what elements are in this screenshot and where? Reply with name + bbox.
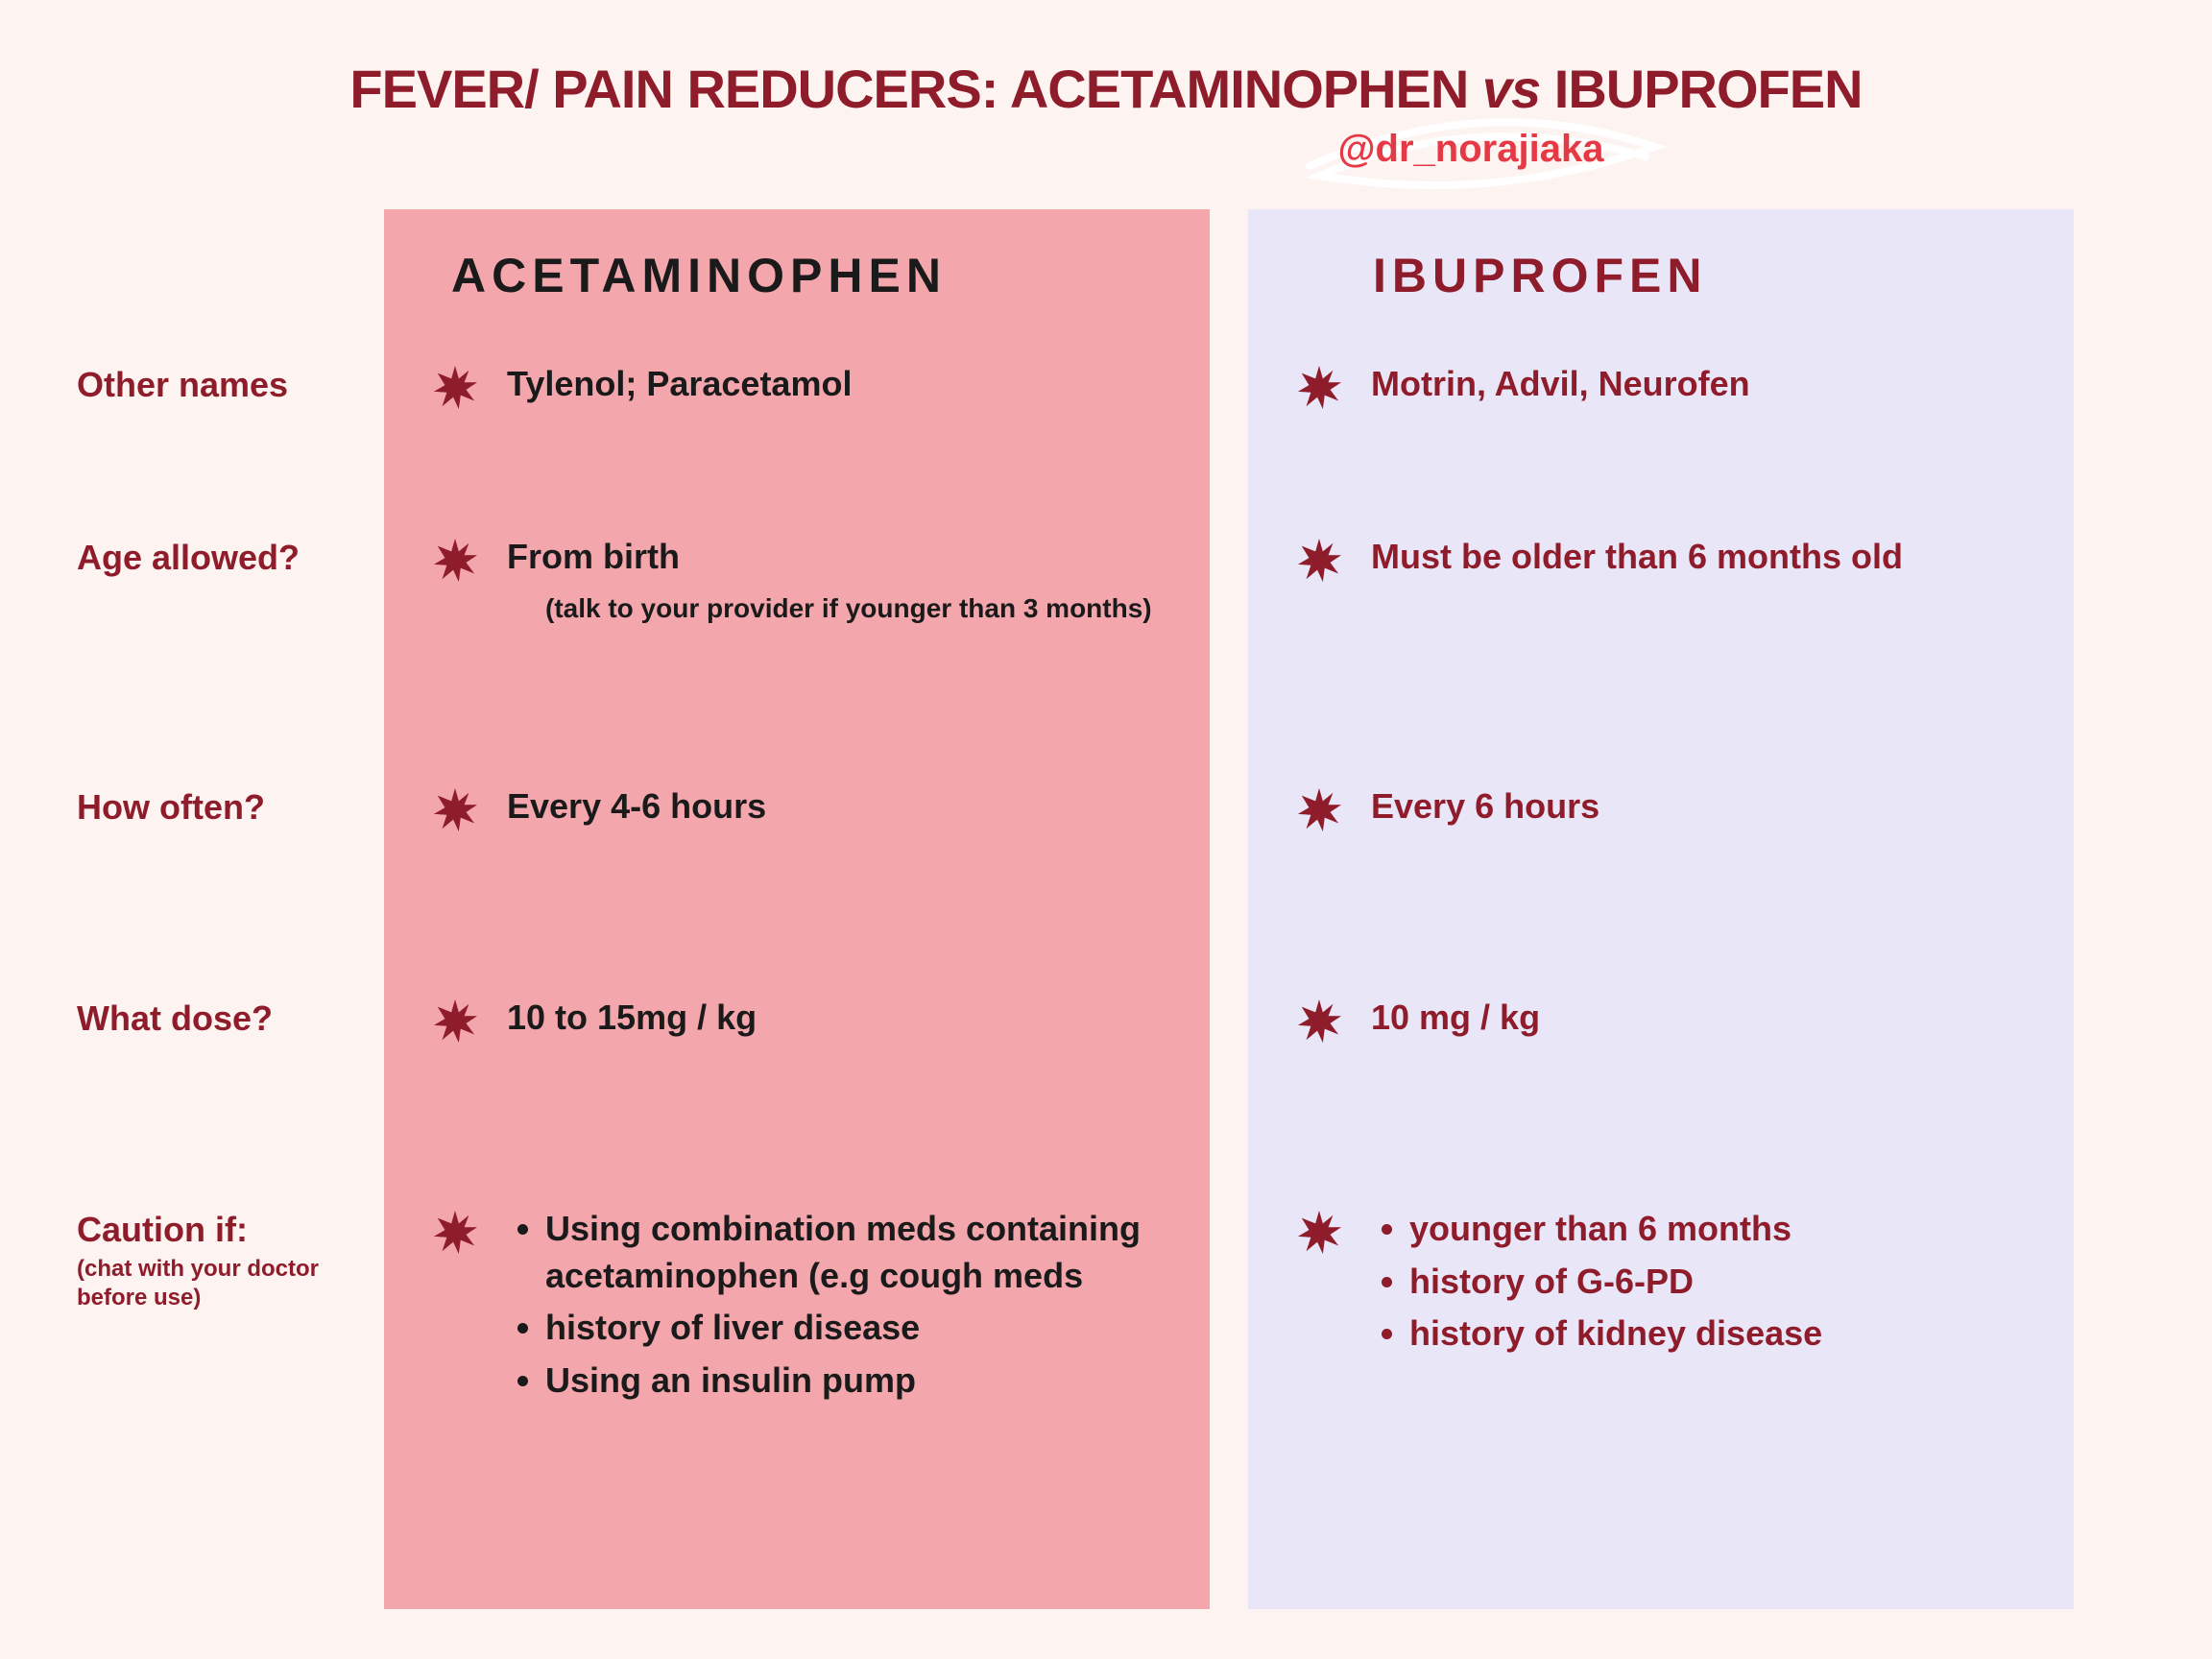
burst-icon [1296,998,1342,1045]
burst-icon [1296,538,1342,584]
page-title: FEVER/ PAIN REDUCERS: ACETAMINOPHEN vs I… [0,58,2212,120]
label-caution-text: Caution if: [77,1210,248,1249]
b-caution-2: history of kidney disease [1409,1310,1822,1358]
a-age-note: (talk to your provider if younger than 3… [545,590,1152,627]
label-age-allowed: Age allowed? [77,536,346,785]
burst-icon [1296,1210,1342,1256]
b-caution: younger than 6 months history of G-6-PD … [1371,1206,1822,1363]
row-b-other-names: Motrin, Advil, Neurofen [1296,361,2026,534]
row-a-other-names: Tylenol; Paracetamol [432,361,1162,534]
row-a-age: From birth (talk to your provider if you… [432,534,1162,783]
author-handle: @dr_norajiaka [1338,128,1604,170]
row-labels-column: Other names Age allowed? How often? What… [77,209,346,1609]
b-often: Every 6 hours [1371,783,1599,830]
burst-icon [432,365,478,411]
a-caution-0: Using combination meds containing acetam… [545,1206,1162,1299]
comparison-grid: Other names Age allowed? How often? What… [77,209,2135,1609]
burst-icon [432,998,478,1045]
a-dose: 10 to 15mg / kg [507,995,757,1042]
row-b-caution: younger than 6 months history of G-6-PD … [1296,1206,2026,1551]
row-b-often: Every 6 hours [1296,783,2026,995]
panel-acetaminophen: ACETAMINOPHEN Tylenol; Paracetamol From … [384,209,1210,1609]
label-how-often: How often? [77,785,346,997]
a-other-names: Tylenol; Paracetamol [507,361,852,408]
a-caution-2: Using an insulin pump [545,1358,1162,1405]
header-acetaminophen: ACETAMINOPHEN [432,248,1162,303]
panel-ibuprofen: IBUPROFEN Motrin, Advil, Neurofen Must b… [1248,209,2074,1609]
label-caution: Caution if: (chat with your doctor befor… [77,1208,346,1553]
b-age: Must be older than 6 months old [1371,534,1903,581]
row-a-often: Every 4-6 hours [432,783,1162,995]
row-a-dose: 10 to 15mg / kg [432,995,1162,1206]
burst-icon [432,787,478,833]
label-caution-sub: (chat with your doctor before use) [77,1255,346,1312]
a-often: Every 4-6 hours [507,783,766,830]
b-caution-1: history of G-6-PD [1409,1259,1822,1306]
row-a-caution: Using combination meds containing acetam… [432,1206,1162,1551]
burst-icon [432,1210,478,1256]
b-caution-0: younger than 6 months [1409,1206,1822,1253]
burst-icon [1296,787,1342,833]
a-age-text: From birth [507,537,680,576]
label-other-names: Other names [77,363,346,536]
header-ibuprofen: IBUPROFEN [1296,248,2026,303]
burst-icon [1296,365,1342,411]
row-b-age: Must be older than 6 months old [1296,534,2026,783]
b-dose: 10 mg / kg [1371,995,1540,1042]
a-caution: Using combination meds containing acetam… [507,1206,1162,1409]
row-b-dose: 10 mg / kg [1296,995,2026,1206]
handle-wrap: @dr_norajiaka [1338,128,1604,171]
a-age: From birth (talk to your provider if you… [507,534,1152,626]
b-other-names: Motrin, Advil, Neurofen [1371,361,1750,408]
label-what-dose: What dose? [77,997,346,1208]
a-caution-1: history of liver disease [545,1305,1162,1352]
header: FEVER/ PAIN REDUCERS: ACETAMINOPHEN vs I… [0,0,2212,171]
burst-icon [432,538,478,584]
